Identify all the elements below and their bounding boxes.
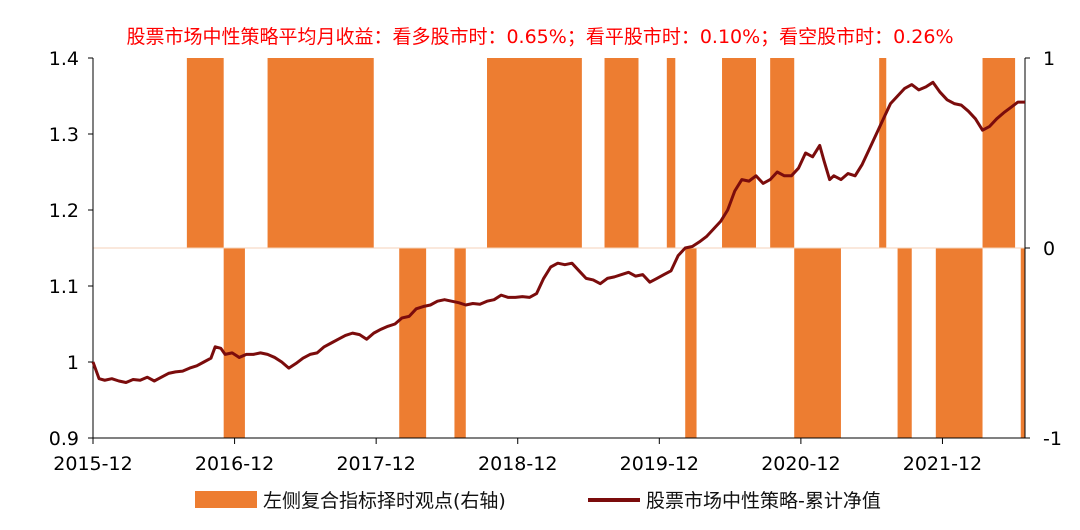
legend-label-line: 股票市场中性策略-累计净值	[646, 490, 881, 512]
timing-bar	[267, 58, 374, 248]
left-tick-label: 1.3	[49, 124, 79, 146]
x-tick-label: 2018-12	[478, 453, 557, 475]
timing-bar	[399, 248, 427, 438]
timing-bar	[666, 58, 676, 248]
left-tick-label: 0.9	[49, 428, 79, 450]
right-tick-label: 1	[1043, 48, 1055, 70]
timing-bar	[487, 58, 582, 248]
timing-bar	[685, 248, 697, 438]
legend-swatch-bar	[195, 491, 257, 508]
left-tick-label: 1.4	[49, 48, 79, 70]
timing-bar	[186, 58, 224, 248]
legend-swatch-line	[588, 497, 640, 502]
right-tick-label: 0	[1043, 238, 1055, 260]
legend-item-bar: 左侧复合指标择时观点(右轴)	[195, 486, 506, 513]
x-tick-label: 2020-12	[761, 453, 840, 475]
left-tick-label: 1.1	[49, 276, 79, 298]
timing-bar	[935, 248, 983, 438]
right-tick-label: -1	[1043, 428, 1062, 450]
x-tick-label: 2021-12	[903, 453, 982, 475]
timing-bar	[879, 58, 887, 248]
timing-bar	[982, 58, 1016, 248]
timing-bar	[897, 248, 912, 438]
x-tick-label: 2016-12	[195, 453, 274, 475]
legend-item-line: 股票市场中性策略-累计净值	[588, 486, 881, 513]
timing-bar	[722, 58, 757, 248]
timing-bar	[1020, 248, 1025, 438]
timing-bar	[454, 248, 466, 438]
timing-bar	[223, 248, 245, 438]
timing-bar	[770, 58, 795, 248]
left-tick-label: 1	[67, 352, 79, 374]
timing-bar	[794, 248, 841, 438]
x-tick-label: 2017-12	[336, 453, 415, 475]
x-tick-label: 2019-12	[620, 453, 699, 475]
x-tick-label: 2015-12	[53, 453, 132, 475]
legend-label-bar: 左侧复合指标择时观点(右轴)	[263, 490, 506, 512]
nav-line	[91, 80, 1025, 385]
left-tick-label: 1.2	[49, 200, 79, 222]
timing-bar	[604, 58, 639, 248]
chart-title: 股票市场中性策略平均月收益：看多股市时：0.65%；看平股市时：0.10%；看空…	[126, 26, 954, 48]
